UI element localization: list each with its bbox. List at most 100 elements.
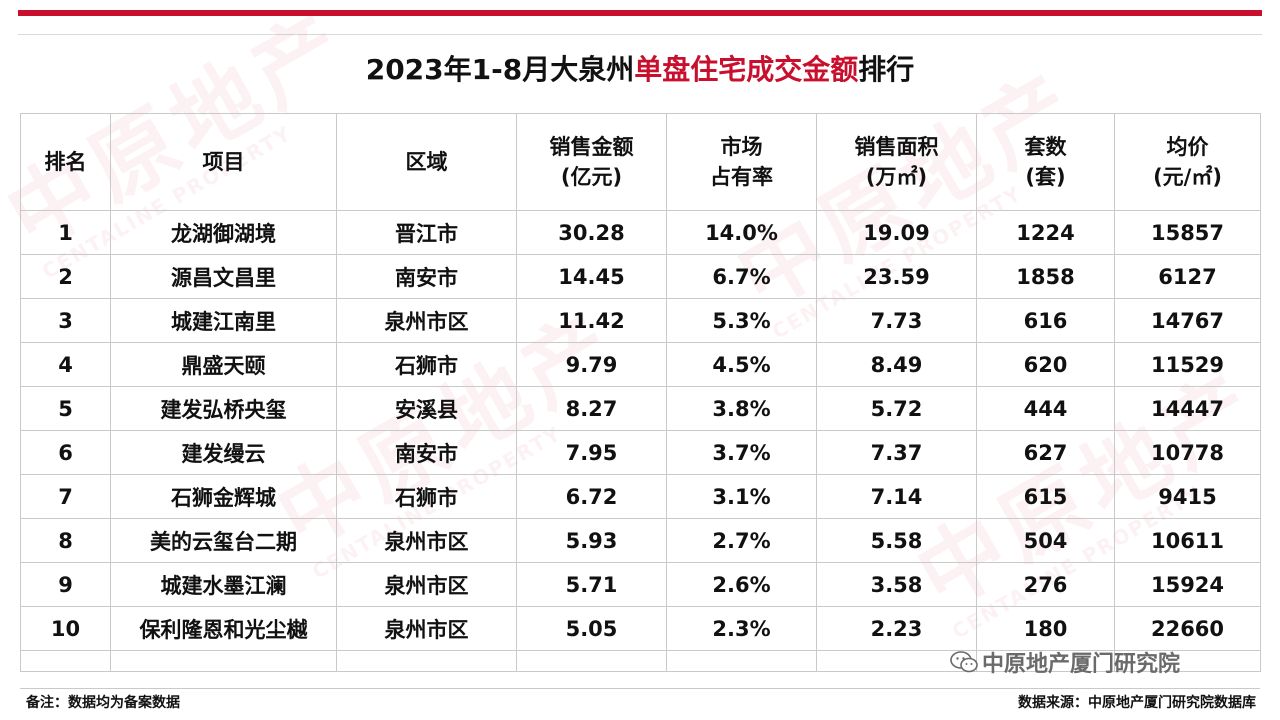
table-row: 5 建发弘桥央玺 安溪县 8.27 3.8% 5.72 444 14447	[20, 386, 1261, 431]
table-row: 1 龙湖御湖境 晋江市 30.28 14.0% 19.09 1224 15857	[20, 210, 1261, 255]
cell-region: 泉州市区	[336, 606, 517, 651]
footer-divider	[20, 688, 1260, 689]
cell-sales-amount: 5.93	[516, 518, 667, 563]
cell-market-share: 6.7%	[666, 254, 817, 299]
cell-region: 石狮市	[336, 342, 517, 387]
cell-sales-amount: 7.95	[516, 430, 667, 475]
cell-sales-amount: 11.42	[516, 298, 667, 343]
table-row: 6 建发缦云 南安市 7.95 3.7% 7.37 627 10778	[20, 430, 1261, 475]
cell-project: 保利隆恩和光尘樾	[110, 606, 337, 651]
title-divider	[18, 34, 1262, 35]
brand-watermark: 中原地产厦门研究院	[950, 646, 1180, 678]
cell-sales-area: 5.58	[816, 518, 977, 563]
cell-sales-area: 2.23	[816, 606, 977, 651]
cell-sales-area: 19.09	[816, 210, 977, 255]
cell-rank: 4	[20, 342, 111, 387]
cell-rank: 3	[20, 298, 111, 343]
table-row: 7 石狮金辉城 石狮市 6.72 3.1% 7.14 615 9415	[20, 474, 1261, 519]
cell-project: 建发缦云	[110, 430, 337, 475]
cell-rank: 6	[20, 430, 111, 475]
cell-project: 源昌文昌里	[110, 254, 337, 299]
cell-rank: 9	[20, 562, 111, 607]
cell-region: 泉州市区	[336, 298, 517, 343]
table-row: 4 鼎盛天颐 石狮市 9.79 4.5% 8.49 620 11529	[20, 342, 1261, 387]
cell-region: 南安市	[336, 430, 517, 475]
cell-units: 504	[976, 518, 1115, 563]
cell-sales-area: 7.73	[816, 298, 977, 343]
header-project: 项目	[110, 113, 337, 211]
cell-market-share: 3.7%	[666, 430, 817, 475]
cell-avg-price: 10778	[1114, 430, 1261, 475]
cell-project: 建发弘桥央玺	[110, 386, 337, 431]
table-header: 排名 项目 区域 销售金额 (亿元) 市场 占有率 销售面积 (万㎡) 套数 (套) 均…	[20, 113, 1261, 211]
cell-market-share: 14.0%	[666, 210, 817, 255]
cell-rank: 10	[20, 606, 111, 651]
cell-region: 安溪县	[336, 386, 517, 431]
footer-source: 数据来源：中原地产厦门研究院数据库	[1018, 695, 1256, 711]
cell-sales-amount: 5.05	[516, 606, 667, 651]
cell-region: 泉州市区	[336, 518, 517, 563]
cell-sales-area: 8.49	[816, 342, 977, 387]
cell-avg-price: 14447	[1114, 386, 1261, 431]
header-region: 区域	[336, 113, 517, 211]
table-row: 8 美的云玺台二期 泉州市区 5.93 2.7% 5.58 504 10611	[20, 518, 1261, 563]
cell-market-share: 2.3%	[666, 606, 817, 651]
cell-sales-area: 7.37	[816, 430, 977, 475]
cell-avg-price: 15857	[1114, 210, 1261, 255]
cell-region: 石狮市	[336, 474, 517, 519]
cell-avg-price: 14767	[1114, 298, 1261, 343]
cell-market-share: 2.6%	[666, 562, 817, 607]
table-row-empty	[20, 650, 1261, 672]
cell-units: 627	[976, 430, 1115, 475]
cell-sales-amount: 6.72	[516, 474, 667, 519]
cell-rank: 7	[20, 474, 111, 519]
table-row: 10 保利隆恩和光尘樾 泉州市区 5.05 2.3% 2.23 180 2266…	[20, 606, 1261, 651]
page-title: 2023年1-8月大泉州单盘住宅成交金额排行	[365, 53, 915, 86]
cell-market-share: 5.3%	[666, 298, 817, 343]
cell-rank: 2	[20, 254, 111, 299]
cell-units: 620	[976, 342, 1115, 387]
cell-units: 276	[976, 562, 1115, 607]
cell-rank: 1	[20, 210, 111, 255]
cell-sales-amount: 30.28	[516, 210, 667, 255]
cell-project: 鼎盛天颐	[110, 342, 337, 387]
cell-sales-amount: 8.27	[516, 386, 667, 431]
cell-rank: 5	[20, 386, 111, 431]
header-units: 套数 (套)	[976, 113, 1115, 211]
table-body: 1 龙湖御湖境 晋江市 30.28 14.0% 19.09 1224 15857…	[20, 210, 1261, 672]
header-avg-price: 均价 (元/㎡)	[1114, 113, 1261, 211]
cell-market-share: 4.5%	[666, 342, 817, 387]
cell-sales-area: 3.58	[816, 562, 977, 607]
table-row: 3 城建江南里 泉州市区 11.42 5.3% 7.73 616 14767	[20, 298, 1261, 343]
cell-region: 泉州市区	[336, 562, 517, 607]
cell-units: 1224	[976, 210, 1115, 255]
header-sales-amount: 销售金额 (亿元)	[516, 113, 667, 211]
cell-sales-area: 5.72	[816, 386, 977, 431]
cell-avg-price: 9415	[1114, 474, 1261, 519]
cell-units: 180	[976, 606, 1115, 651]
cell-avg-price: 22660	[1114, 606, 1261, 651]
table-row: 2 源昌文昌里 南安市 14.45 6.7% 23.59 1858 6127	[20, 254, 1261, 299]
cell-units: 616	[976, 298, 1115, 343]
cell-region: 晋江市	[336, 210, 517, 255]
cell-sales-area: 7.14	[816, 474, 977, 519]
footer-note: 备注：数据均为备案数据	[26, 695, 180, 711]
cell-rank: 8	[20, 518, 111, 563]
cell-project: 龙湖御湖境	[110, 210, 337, 255]
cell-avg-price: 10611	[1114, 518, 1261, 563]
header-row: 排名 项目 区域 销售金额 (亿元) 市场 占有率 销售面积 (万㎡) 套数 (套) 均…	[20, 113, 1261, 211]
brand-label: 中原地产厦门研究院	[982, 652, 1181, 677]
top-accent-bar	[18, 10, 1262, 16]
table-row: 9 城建水墨江澜 泉州市区 5.71 2.6% 3.58 276 15924	[20, 562, 1261, 607]
cell-units: 1858	[976, 254, 1115, 299]
cell-region: 南安市	[336, 254, 517, 299]
cell-avg-price: 11529	[1114, 342, 1261, 387]
cell-sales-amount: 5.71	[516, 562, 667, 607]
header-rank: 排名	[20, 113, 111, 211]
cell-market-share: 2.7%	[666, 518, 817, 563]
cell-units: 615	[976, 474, 1115, 519]
header-sales-area: 销售面积 (万㎡)	[816, 113, 977, 211]
cell-avg-price: 6127	[1114, 254, 1261, 299]
wechat-icon	[950, 651, 978, 673]
cell-sales-amount: 9.79	[516, 342, 667, 387]
